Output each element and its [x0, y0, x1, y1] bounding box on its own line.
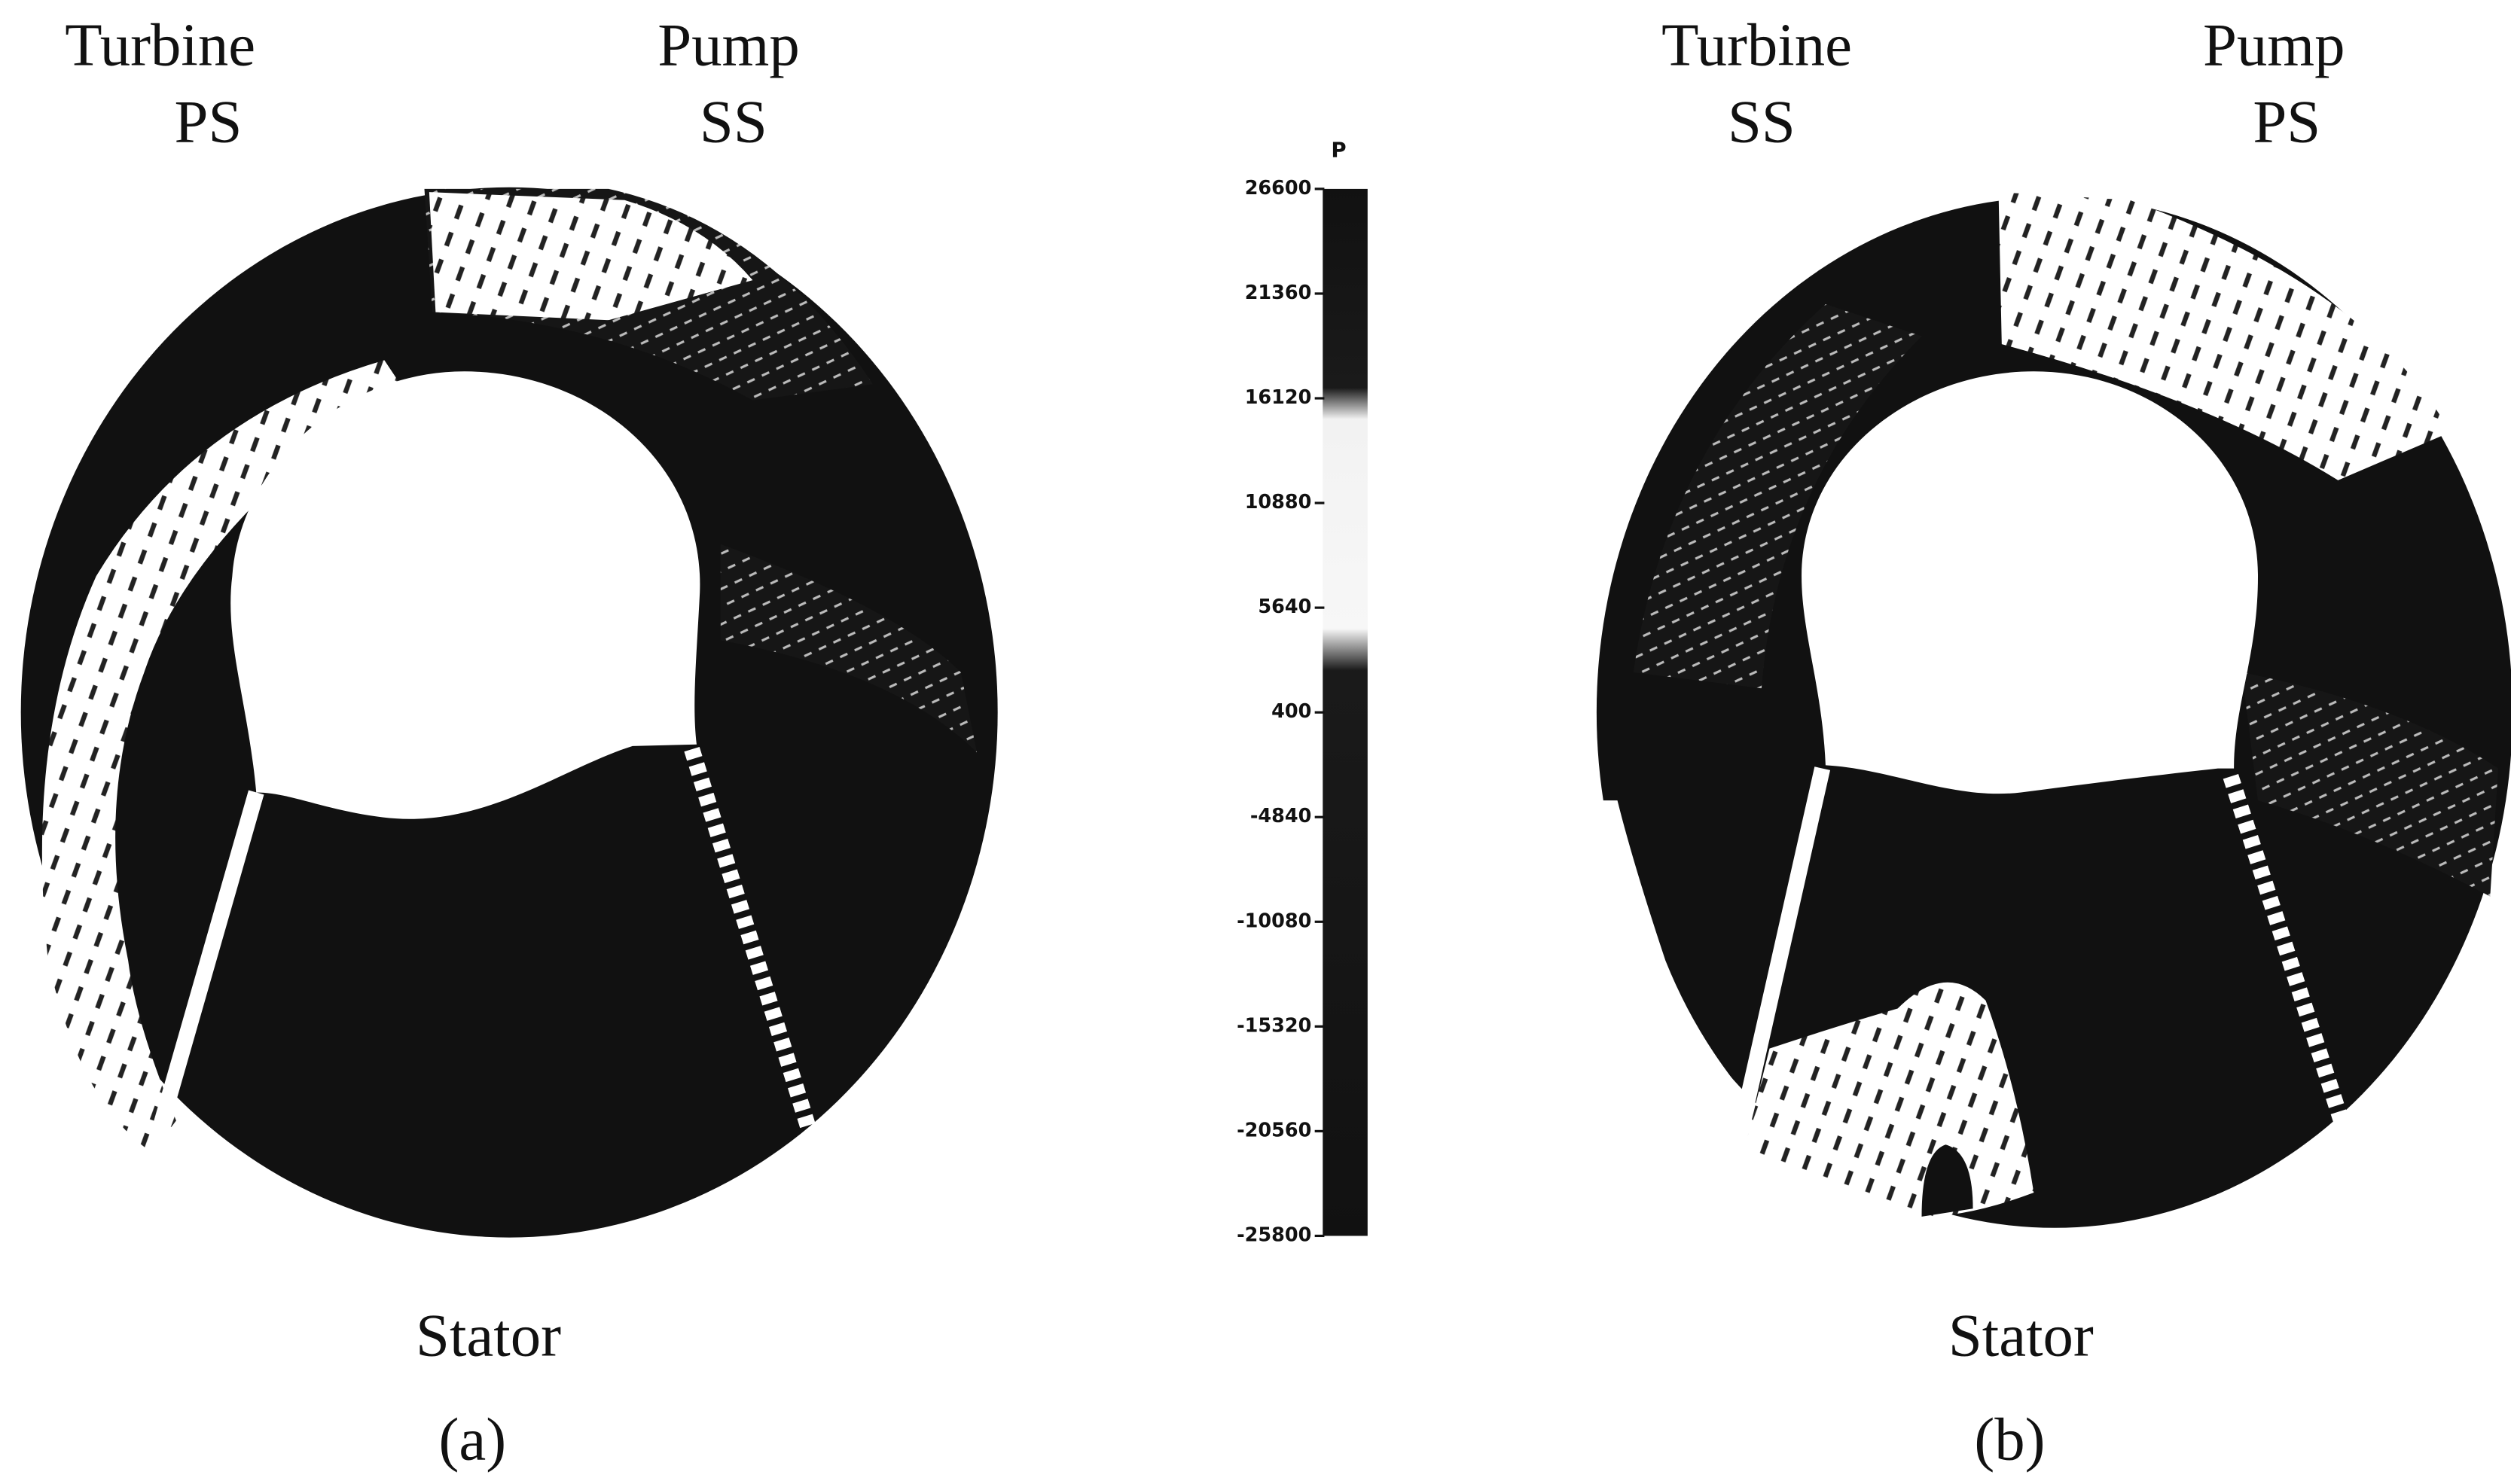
caption: (b): [1974, 1406, 2045, 1473]
colorbar-label: P: [1331, 137, 1346, 162]
colorbar: P 26600 21360 16120 10880 5640 400 -4840 -10080…: [1237, 137, 1368, 1246]
tick-label: 16120: [1245, 386, 1312, 409]
panel-a: Turbine PS Pump SS Stator (a): [21, 12, 998, 1473]
page: {"panels": [ {"top_left": ["Turbine", "P…: [0, 0, 2511, 1484]
tick-label: 400: [1271, 700, 1311, 723]
label: SS: [1728, 89, 1796, 156]
label: PS: [2253, 89, 2320, 156]
hub: [1802, 371, 2258, 794]
label: Stator: [1948, 1302, 2094, 1369]
label: Turbine: [1661, 12, 1852, 79]
label: PS: [175, 89, 243, 156]
tick-label: -25800: [1237, 1223, 1311, 1246]
label: Pump: [657, 12, 800, 79]
label: Turbine: [65, 12, 255, 79]
label: SS: [700, 89, 767, 156]
colorbar-scale: [1323, 189, 1368, 1236]
tick-label: -15320: [1237, 1014, 1311, 1037]
label: Pump: [2203, 12, 2345, 79]
tick-label: -20560: [1237, 1119, 1311, 1141]
label: Stator: [416, 1302, 561, 1369]
tick-label: 21360: [1245, 282, 1312, 304]
tick-label: -10080: [1237, 910, 1311, 932]
tick-label: 26600: [1245, 177, 1312, 200]
tick-label: 5640: [1258, 596, 1311, 618]
tick-label: 10880: [1245, 491, 1312, 513]
tick-label: -4840: [1250, 805, 1312, 827]
caption: (a): [438, 1406, 506, 1473]
figure: Turbine PS Pump SS Stator (a) P 26600 213…: [0, 0, 2511, 1484]
panel-b: Turbine SS Pump PS Stator (b): [1597, 12, 2511, 1473]
